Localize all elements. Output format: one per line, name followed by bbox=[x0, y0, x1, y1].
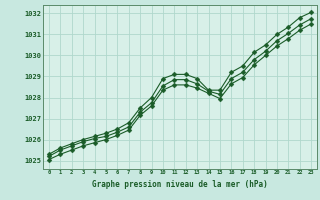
X-axis label: Graphe pression niveau de la mer (hPa): Graphe pression niveau de la mer (hPa) bbox=[92, 180, 268, 189]
